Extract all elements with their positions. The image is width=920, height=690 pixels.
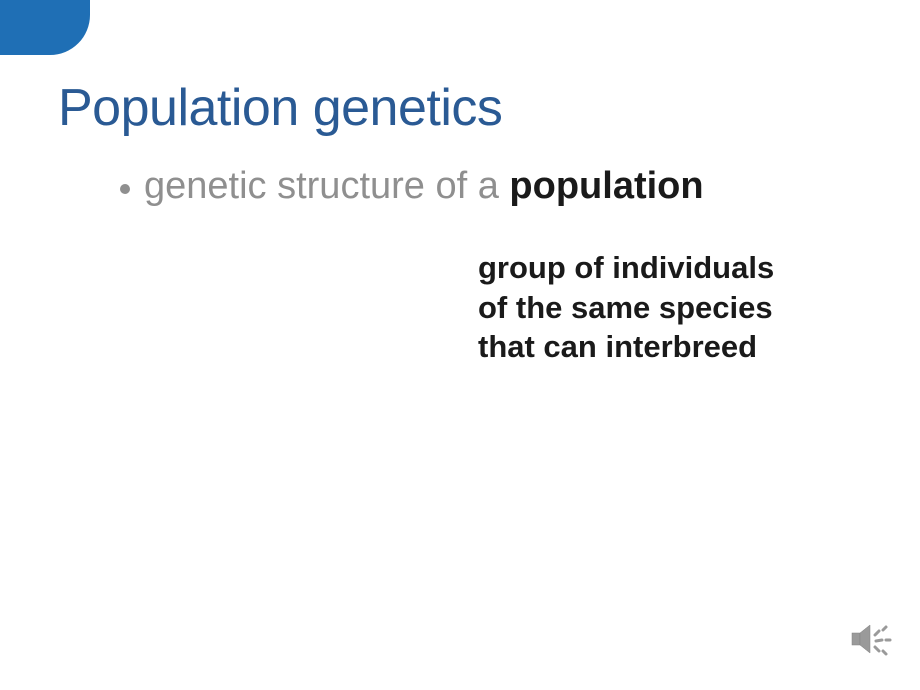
corner-accent-shape <box>0 0 90 55</box>
bullet-emphasis: population <box>509 165 703 207</box>
definition-line-2: of the same species <box>478 288 774 328</box>
bullet-lead: genetic structure of a <box>144 165 509 207</box>
definition-line-3: that can interbreed <box>478 327 774 367</box>
slide-title: Population genetics <box>58 78 502 138</box>
bullet-marker <box>120 184 130 194</box>
definition-text: group of individuals of the same species… <box>478 248 774 367</box>
definition-line-1: group of individuals <box>478 248 774 288</box>
audio-speaker-icon[interactable] <box>846 615 894 668</box>
bullet-text: genetic structure of a population <box>144 165 704 208</box>
bullet-item: genetic structure of a population <box>120 165 704 208</box>
